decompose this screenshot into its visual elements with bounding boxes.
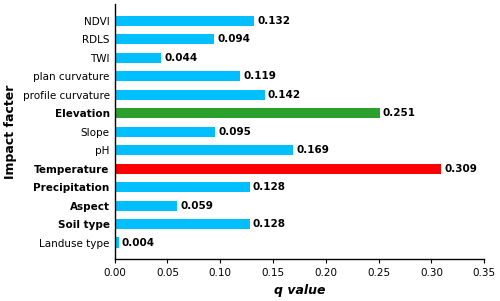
Bar — [114, 108, 380, 118]
Bar — [114, 163, 441, 174]
Bar — [114, 200, 177, 211]
Text: 0.004: 0.004 — [122, 237, 155, 248]
Text: 0.309: 0.309 — [444, 164, 477, 174]
Bar — [114, 71, 240, 81]
Bar — [114, 53, 161, 63]
Bar — [114, 182, 250, 192]
Bar — [114, 90, 264, 100]
Text: 0.119: 0.119 — [244, 71, 276, 81]
Text: 0.132: 0.132 — [257, 16, 290, 26]
Bar — [114, 16, 254, 26]
Text: 0.095: 0.095 — [218, 127, 251, 137]
Text: 0.169: 0.169 — [296, 145, 329, 155]
Text: 0.094: 0.094 — [217, 34, 250, 44]
Bar — [114, 145, 293, 155]
Text: 0.059: 0.059 — [180, 201, 213, 211]
Text: 0.128: 0.128 — [253, 182, 286, 192]
Bar — [114, 219, 250, 229]
Bar — [114, 34, 214, 45]
X-axis label: q value: q value — [274, 284, 325, 297]
Text: 0.044: 0.044 — [164, 53, 198, 63]
Y-axis label: Impact facter: Impact facter — [4, 85, 17, 179]
Text: 0.128: 0.128 — [253, 219, 286, 229]
Bar — [114, 237, 119, 248]
Bar — [114, 127, 215, 137]
Text: 0.251: 0.251 — [383, 108, 416, 118]
Text: 0.142: 0.142 — [268, 90, 301, 100]
